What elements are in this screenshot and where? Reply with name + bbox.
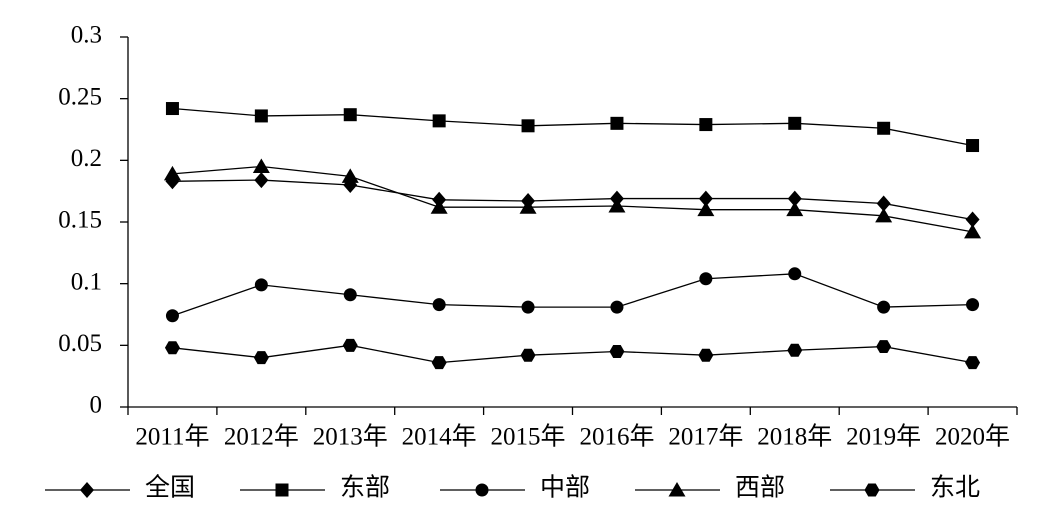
point-marker: [608, 197, 626, 213]
point-marker: [610, 300, 624, 314]
x-tick-label: 2017年: [668, 423, 743, 451]
point-marker: [966, 298, 980, 312]
point-marker: [875, 207, 893, 223]
point-marker: [164, 341, 180, 355]
legend-marker: [668, 482, 686, 497]
point-marker: [877, 121, 891, 135]
series-line: [172, 273, 973, 317]
point-marker: [876, 195, 891, 212]
point-marker: [163, 165, 181, 181]
series-line: [172, 107, 973, 147]
point-marker: [965, 211, 980, 228]
x-tick-label: 2020年: [935, 423, 1010, 451]
point-marker: [430, 199, 448, 214]
point-marker: [788, 267, 802, 281]
point-marker: [165, 102, 179, 116]
point-marker: [698, 348, 714, 362]
point-marker: [699, 118, 713, 132]
y-tick-label: 0.1: [71, 268, 102, 295]
x-tick-label: 2018年: [757, 423, 832, 451]
legend-label: 中部: [540, 474, 590, 502]
point-marker: [431, 356, 447, 370]
legend-marker: [864, 483, 880, 497]
point-marker: [343, 288, 357, 302]
point-marker: [788, 116, 802, 130]
point-marker: [966, 139, 980, 153]
point-marker: [253, 351, 269, 365]
point-marker: [610, 116, 624, 130]
point-marker: [877, 300, 891, 314]
legend-marker: [275, 483, 289, 497]
point-marker: [254, 278, 268, 292]
point-marker: [519, 199, 537, 214]
y-tick-label: 0.3: [71, 22, 102, 49]
x-tick-label: 2011年: [135, 423, 209, 451]
point-marker: [521, 300, 535, 314]
x-tick-label: 2013年: [313, 423, 388, 451]
point-marker: [787, 343, 803, 357]
point-marker: [699, 272, 713, 286]
series-line: [172, 179, 973, 221]
point-marker: [698, 190, 713, 207]
x-tick-label: 2019年: [846, 423, 921, 451]
legend-label: 东北: [930, 474, 980, 502]
legend-label: 东部: [340, 474, 390, 502]
x-tick-label: 2012年: [224, 423, 299, 451]
point-marker: [876, 340, 892, 354]
x-tick-label: 2014年: [402, 423, 477, 451]
point-marker: [964, 223, 982, 239]
y-tick-label: 0.05: [58, 330, 102, 357]
point-marker: [697, 201, 715, 217]
legend-label: 西部: [735, 474, 785, 502]
point-marker: [965, 356, 981, 370]
point-marker: [787, 190, 802, 207]
point-marker: [254, 172, 269, 189]
x-tick-label: 2015年: [491, 423, 566, 451]
y-tick-label: 0.15: [58, 207, 102, 234]
x-tick-label: 2016年: [579, 423, 654, 451]
point-marker: [432, 298, 446, 312]
legend-marker: [80, 482, 94, 498]
point-marker: [341, 168, 359, 183]
point-marker: [521, 119, 535, 133]
y-tick-label: 0.25: [58, 83, 102, 110]
point-marker: [165, 309, 179, 323]
point-marker: [254, 109, 268, 123]
point-marker: [252, 158, 270, 173]
point-marker: [786, 201, 804, 217]
y-tick-label: 0.2: [71, 145, 102, 172]
point-marker: [609, 345, 625, 358]
series-line: [172, 344, 973, 364]
y-tick-label: 0: [90, 392, 103, 419]
legend-marker: [475, 483, 489, 497]
point-marker: [343, 108, 357, 122]
point-marker: [342, 338, 358, 352]
point-marker: [520, 348, 536, 362]
legend-label: 全国: [145, 474, 195, 502]
point-marker: [432, 114, 446, 128]
series-line: [172, 165, 973, 233]
